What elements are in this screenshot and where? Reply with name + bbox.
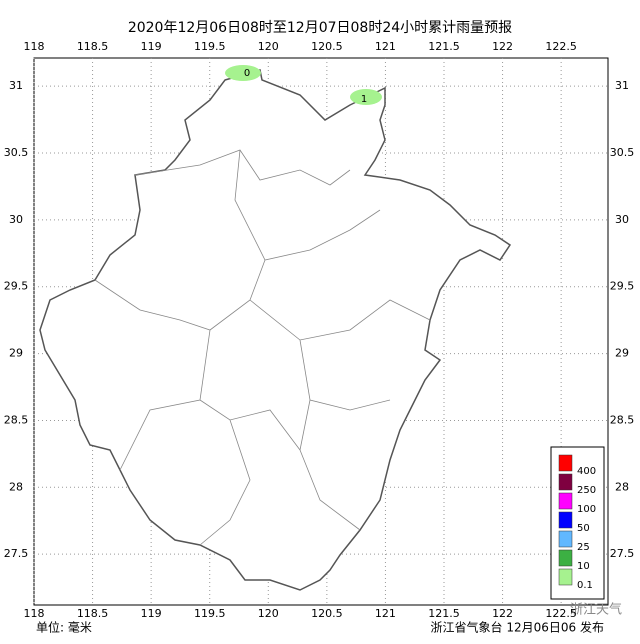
map-frame <box>33 57 609 606</box>
x-tick-label: 119.5 <box>194 40 226 53</box>
x-tick-label: 121.5 <box>428 607 460 620</box>
legend-label: 50 <box>577 523 590 534</box>
x-tick-label: 121 <box>375 607 396 620</box>
x-tick-label: 122.5 <box>545 607 577 620</box>
x-tick-label: 118.5 <box>77 40 109 53</box>
y-tick-label: 27.5 <box>4 547 29 560</box>
x-tick-label: 120 <box>258 40 279 53</box>
y-tick-label: 30 <box>615 213 629 226</box>
legend-label: 25 <box>577 542 590 553</box>
y-tick-label: 28.5 <box>4 413 29 426</box>
y-tick-label: 28 <box>615 480 629 493</box>
legend-swatch <box>558 454 573 472</box>
legend-label: 400 <box>577 466 596 477</box>
province-outline <box>39 69 512 591</box>
y-tick-label: 27.5 <box>610 547 635 560</box>
x-tick-label: 118 <box>24 607 45 620</box>
y-tick-label: 29 <box>615 347 629 360</box>
issuer: 浙江省气象台 12月06日06 发布 <box>431 620 604 635</box>
x-tick-label: 122 <box>492 607 513 620</box>
legend-swatch <box>558 473 573 491</box>
x-tick-label: 122.5 <box>545 40 577 53</box>
y-tick-label: 30.5 <box>610 146 635 159</box>
y-tick-label: 29 <box>9 347 23 360</box>
legend-label: 250 <box>577 485 596 496</box>
y-tick-label: 30.5 <box>4 146 29 159</box>
y-tick-label: 30 <box>9 213 23 226</box>
rain-area <box>350 89 382 105</box>
rain-area <box>225 65 261 81</box>
x-tick-label: 118 <box>24 40 45 53</box>
y-tick-label: 28 <box>9 480 23 493</box>
x-tick-label: 122 <box>492 40 513 53</box>
legend-swatch <box>558 492 573 510</box>
y-tick-label: 28.5 <box>610 413 635 426</box>
x-tick-label: 120.5 <box>311 40 343 53</box>
rain-label: 1 <box>361 94 367 105</box>
watermark: 浙江天气 <box>570 602 622 618</box>
x-tick-label: 120 <box>258 607 279 620</box>
y-tick-label: 31 <box>615 79 629 92</box>
legend-swatch <box>558 530 573 548</box>
legend-swatch <box>558 511 573 529</box>
county-borders <box>94 149 431 546</box>
title: 2020年12月06日08时至12月07日08时24小时累计雨量预报 <box>128 20 512 36</box>
legend-label: 100 <box>577 504 596 515</box>
legend-label: 10 <box>577 561 590 572</box>
y-tick-label: 29.5 <box>4 280 29 293</box>
unit: 单位: 毫米 <box>36 620 92 635</box>
legend-swatch <box>558 549 573 567</box>
x-tick-label: 118.5 <box>77 607 109 620</box>
x-tick-label: 119 <box>141 40 162 53</box>
y-tick-label: 31 <box>9 79 23 92</box>
x-tick-label: 121 <box>375 40 396 53</box>
x-tick-label: 119 <box>141 607 162 620</box>
legend-label: 0.1 <box>577 580 593 591</box>
rain-label: 0 <box>244 68 250 79</box>
y-tick-label: 29.5 <box>610 280 635 293</box>
x-tick-label: 120.5 <box>311 607 343 620</box>
x-tick-label: 121.5 <box>428 40 460 53</box>
legend-swatch <box>558 568 573 586</box>
x-tick-label: 119.5 <box>194 607 226 620</box>
